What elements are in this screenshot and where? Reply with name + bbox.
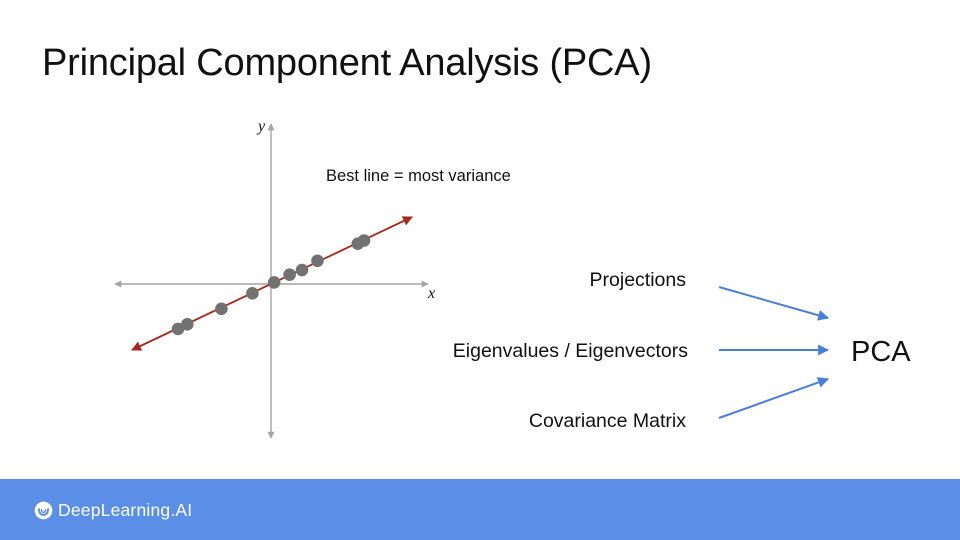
pca-diagram: y x Best line = most variance Projection… <box>114 118 912 439</box>
data-point-6 <box>283 268 296 282</box>
plot-caption: Best line = most variance <box>326 167 511 185</box>
data-point-7 <box>295 263 309 277</box>
data-point-3 <box>215 302 228 316</box>
y-axis-label: y <box>256 118 266 135</box>
data-points <box>171 234 371 336</box>
concept-covariance: Covariance Matrix <box>529 410 686 432</box>
pca-label: PCA <box>851 336 911 368</box>
brand-name: DeepLearning.AI <box>58 499 193 520</box>
concept-flow: Projections Eigenvalues / Eigenvectors C… <box>453 269 912 432</box>
data-point-1 <box>171 322 185 336</box>
data-point-8 <box>311 254 324 268</box>
brand: DeepLearning.AI <box>34 499 192 521</box>
arrow-projections-to-pca <box>718 286 830 321</box>
concept-projections: Projections <box>590 269 687 291</box>
data-point-5 <box>267 276 281 289</box>
deeplearning-logo-icon <box>34 501 53 519</box>
data-point-2 <box>181 318 194 331</box>
data-point-4 <box>246 287 259 300</box>
data-point-10 <box>357 234 371 247</box>
slide-title: Principal Component Analysis (PCA) <box>42 42 652 84</box>
concept-eigen: Eigenvalues / Eigenvectors <box>453 340 688 362</box>
footer-bar: DeepLearning.AI <box>0 479 960 540</box>
scatter-plot: y x Best line = most variance <box>114 118 511 439</box>
x-axis-label: x <box>427 285 435 302</box>
arrow-covariance-to-pca <box>718 377 830 419</box>
